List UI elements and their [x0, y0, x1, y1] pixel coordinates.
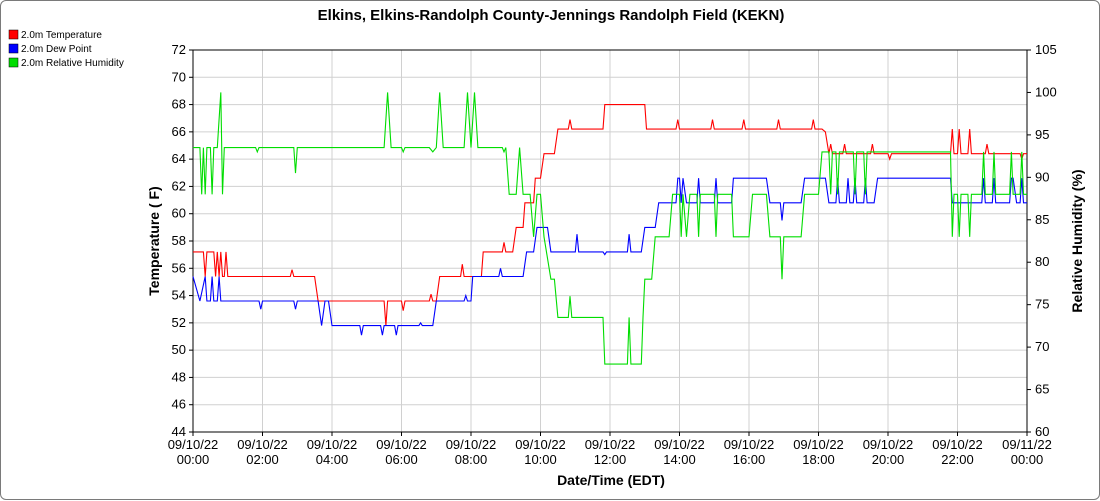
legend-label-relative-humidity: 2.0m Relative Humidity	[21, 58, 124, 69]
x-tick-label-time: 00:00	[177, 452, 210, 467]
y-tick-label-left: 66	[172, 124, 186, 139]
y-axis-label-right: Relative Humidity (%)	[1069, 169, 1085, 312]
y-tick-label-left: 58	[172, 233, 186, 248]
x-tick-label-date: 09/10/22	[446, 437, 497, 452]
y-tick-label-left: 52	[172, 315, 186, 330]
y-tick-label-right: 60	[1035, 424, 1049, 439]
x-tick-label-date: 09/10/22	[307, 437, 358, 452]
legend: 2.0m Temperature 2.0m Dew Point 2.0m Rel…	[8, 29, 124, 69]
relative-humidity-line	[193, 92, 1027, 365]
x-tick-label-time: 18:00	[802, 452, 835, 467]
x-tick-label-date: 09/11/22	[1002, 437, 1052, 452]
y-tick-label-right: 85	[1035, 212, 1049, 227]
legend-swatch-temperature	[8, 29, 19, 40]
y-tick-label-right: 65	[1035, 382, 1049, 397]
y-tick-label-right: 105	[1035, 42, 1057, 57]
x-tick-label-date: 09/10/22	[168, 437, 219, 452]
y-tick-label-left: 62	[172, 178, 186, 193]
y-tick-label-left: 64	[172, 151, 186, 166]
series-layer	[192, 92, 1027, 365]
y-tick-label-left: 68	[172, 97, 186, 112]
y-tick-label-left: 44	[172, 424, 186, 439]
legend-label-dew-point: 2.0m Dew Point	[21, 44, 92, 55]
y-tick-label-right: 75	[1035, 297, 1049, 312]
x-tick-label-date: 09/10/22	[793, 437, 844, 452]
x-tick-label-date: 09/10/22	[376, 437, 427, 452]
x-tick-label-time: 04:00	[316, 452, 349, 467]
x-tick-label-time: 16:00	[733, 452, 766, 467]
legend-swatch-dew-point	[8, 43, 19, 54]
y-tick-label-right: 90	[1035, 169, 1049, 184]
x-tick-label-date: 09/10/22	[932, 437, 983, 452]
y-tick-label-left: 72	[172, 42, 186, 57]
chart-title: Elkins, Elkins-Randolph County-Jennings …	[318, 7, 785, 24]
x-tick-label-time: 00:00	[1011, 452, 1044, 467]
y-tick-label-left: 50	[172, 342, 186, 357]
x-tick-label-time: 02:00	[246, 452, 279, 467]
y-tick-label-left: 70	[172, 69, 186, 84]
grid-layer	[192, 49, 1028, 433]
x-tick-label-date: 09/10/22	[515, 437, 566, 452]
axis-layer: 44 46 48 50 52 54 56 58 60 62 64 66 68 70 72 60 65 70 75 80…	[168, 42, 1057, 467]
x-tick-label-time: 06:00	[385, 452, 418, 467]
x-tick-label-date: 09/10/22	[654, 437, 705, 452]
legend-label-temperature: 2.0m Temperature	[21, 30, 102, 41]
plot-area-border	[192, 49, 1028, 433]
x-tick-label-time: 08:00	[455, 452, 488, 467]
x-tick-label-time: 20:00	[872, 452, 905, 467]
x-tick-label-date: 09/10/22	[237, 437, 288, 452]
y-tick-label-right: 70	[1035, 339, 1049, 354]
y-tick-label-left: 48	[172, 369, 186, 384]
x-tick-label-time: 14:00	[663, 452, 696, 467]
y-tick-label-left: 60	[172, 206, 186, 221]
y-tick-label-left: 46	[172, 397, 186, 412]
x-tick-label-time: 22:00	[941, 452, 974, 467]
y-tick-label-left: 54	[172, 288, 186, 303]
x-tick-label-date: 09/10/22	[585, 437, 636, 452]
x-tick-label-time: 12:00	[594, 452, 627, 467]
x-tick-label-date: 09/10/22	[724, 437, 775, 452]
y-tick-label-left: 56	[172, 260, 186, 275]
y-axis-label-left: Temperature ( F)	[146, 186, 162, 295]
legend-swatch-relative-humidity	[8, 57, 19, 68]
x-axis-label: Date/Time (EDT)	[557, 472, 665, 488]
x-tick-label-date: 09/10/22	[863, 437, 914, 452]
x-tick-label-time: 10:00	[524, 452, 557, 467]
y-tick-label-right: 95	[1035, 127, 1049, 142]
y-tick-label-right: 80	[1035, 254, 1049, 269]
y-tick-label-right: 100	[1035, 84, 1057, 99]
